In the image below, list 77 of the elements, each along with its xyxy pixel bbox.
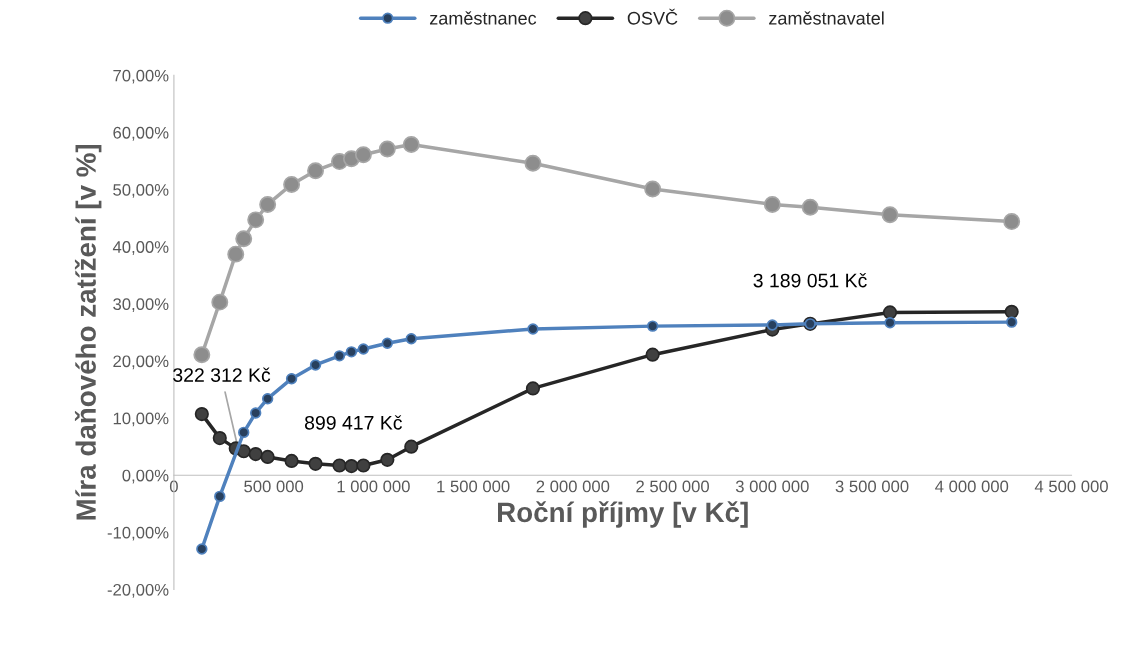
- point: [766, 319, 779, 331]
- y-tick-label: 40,00%: [112, 241, 169, 255]
- annotation: 322 312 Kč: [173, 367, 271, 382]
- point: [881, 206, 899, 224]
- point: [227, 245, 245, 263]
- x-axis-title: Roční příjmy [v Kč]: [498, 501, 748, 528]
- point: [644, 180, 662, 198]
- y-tick-label: 70,00%: [113, 69, 169, 84]
- y-tick-label: 20,00%: [113, 355, 169, 370]
- annotation: 3 189 051 Kč: [753, 273, 867, 288]
- point: [354, 146, 372, 164]
- point: [345, 346, 358, 358]
- point: [378, 140, 396, 158]
- point: [884, 317, 896, 329]
- x-tick-label: 1 500 000: [437, 480, 510, 493]
- point: [882, 305, 898, 320]
- point: [646, 320, 659, 332]
- point: [247, 211, 265, 229]
- point: [193, 346, 211, 364]
- point: [524, 154, 542, 172]
- point: [404, 439, 419, 454]
- point: [402, 135, 420, 153]
- point: [194, 407, 209, 422]
- y-tick-label: 30,00%: [113, 298, 169, 313]
- y-tick-label: 60,00%: [113, 126, 169, 141]
- point: [356, 458, 371, 473]
- point: [763, 195, 781, 213]
- point: [308, 456, 323, 471]
- point: [645, 347, 660, 362]
- point: [1004, 304, 1019, 319]
- point: [283, 175, 301, 193]
- x-tick-label: 0: [169, 480, 178, 493]
- point: [238, 426, 250, 439]
- point: [801, 198, 819, 216]
- point: [212, 431, 227, 446]
- point: [381, 337, 394, 349]
- point: [309, 359, 322, 371]
- point: [380, 452, 395, 467]
- point: [333, 350, 346, 362]
- y-tick-label: 10,00%: [113, 412, 169, 427]
- point: [259, 195, 277, 213]
- point: [235, 230, 253, 248]
- point: [307, 162, 325, 180]
- point: [1003, 213, 1021, 231]
- point: [332, 458, 347, 473]
- point: [344, 459, 359, 474]
- x-tick-label: 1 000 000: [337, 480, 410, 493]
- point: [214, 490, 226, 503]
- y-tick-label: -10,00%: [107, 526, 169, 541]
- point: [357, 343, 370, 355]
- legend-label: zaměstnanec: [429, 11, 537, 25]
- x-tick-label: 2 000 000: [536, 480, 610, 493]
- y-tick-label: 0,00%: [122, 469, 169, 484]
- point: [527, 323, 539, 335]
- point: [211, 293, 229, 311]
- point: [1005, 316, 1018, 328]
- annotation: 899 417 Kč: [304, 415, 402, 430]
- y-tick-label: 50,00%: [113, 183, 169, 198]
- point: [284, 453, 299, 469]
- point: [285, 372, 298, 385]
- point: [525, 381, 541, 396]
- x-tick-label: 3 000 000: [735, 480, 809, 493]
- legend-label: zaměstnavatel: [769, 11, 884, 25]
- point: [260, 449, 275, 465]
- point: [405, 333, 417, 345]
- x-tick-label: 2 500 000: [636, 480, 709, 493]
- x-tick-label: 4 000 000: [935, 480, 1009, 493]
- point: [249, 407, 262, 419]
- x-tick-label: 3 500 000: [835, 480, 909, 493]
- point: [261, 392, 274, 405]
- x-tick-label: 500 000: [244, 480, 304, 493]
- y-tick-label: -20,00%: [107, 583, 169, 598]
- legend-label: OSVČ: [627, 8, 678, 25]
- point: [248, 447, 263, 462]
- point: [196, 543, 208, 555]
- x-tick-label: 4 500 000: [1034, 480, 1108, 493]
- y-axis-title: Míra daňového zatížení [v %]: [74, 144, 102, 520]
